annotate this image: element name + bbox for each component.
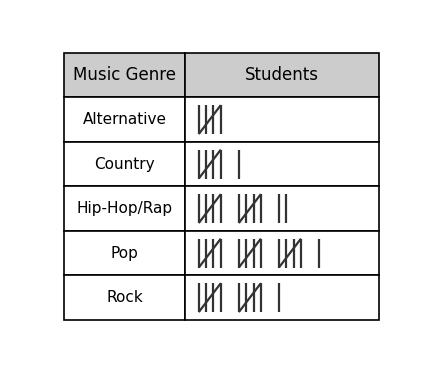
Text: Country: Country [94,156,155,172]
Text: Music Genre: Music Genre [73,66,176,84]
Text: Students: Students [245,66,319,84]
Text: Rock: Rock [106,290,143,305]
Text: Alternative: Alternative [83,112,167,127]
Text: Hip-Hop/Rap: Hip-Hop/Rap [76,201,173,216]
Text: Pop: Pop [111,246,139,261]
